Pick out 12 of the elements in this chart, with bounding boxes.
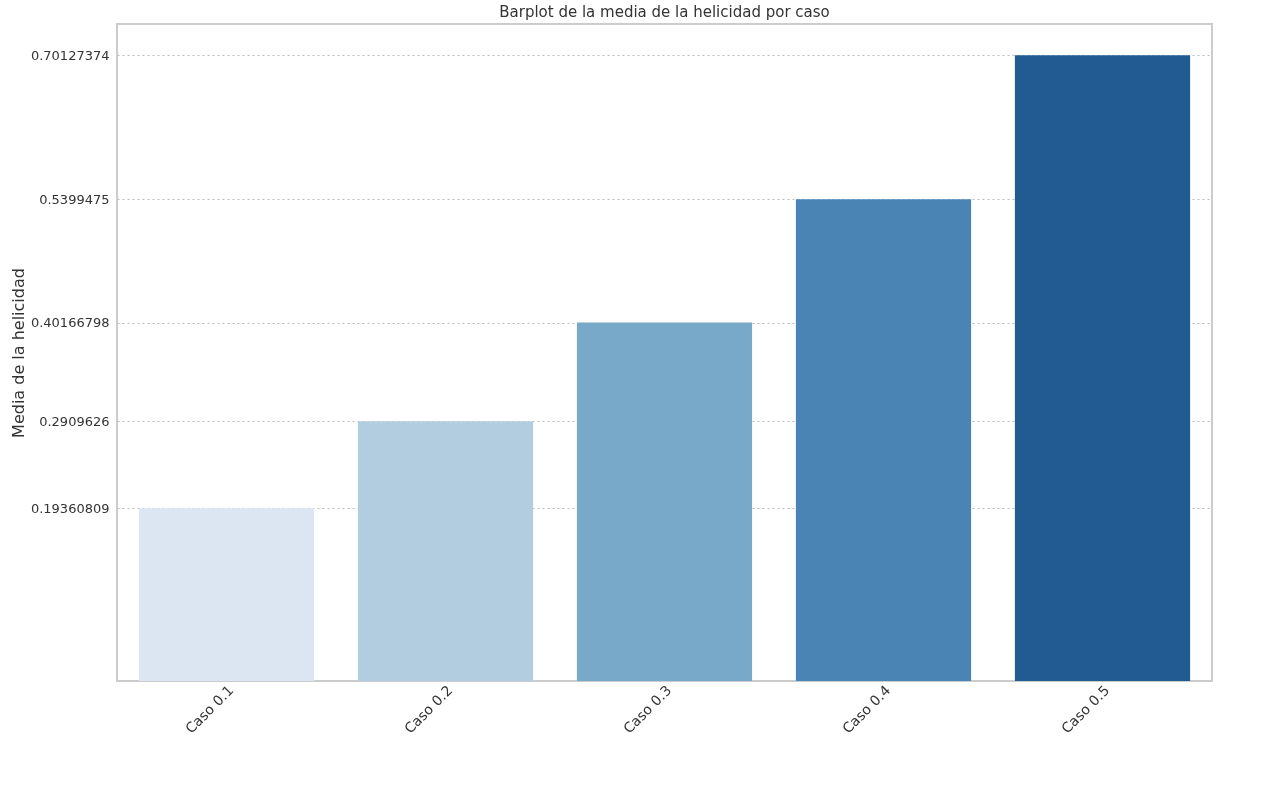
bar — [357, 421, 534, 681]
chart-title: Barplot de la media de la helicidad por caso — [499, 3, 830, 21]
y-tick-label: 0.19360809 — [30, 500, 110, 516]
y-axis-title: Media de la helicidad — [8, 268, 28, 438]
bar — [576, 322, 753, 681]
y-tick-label: 0.70127374 — [30, 47, 110, 63]
bar — [138, 508, 315, 681]
y-tick-label: 0.2909626 — [39, 413, 110, 429]
bar — [1014, 55, 1191, 681]
y-tick-label: 0.40166798 — [30, 315, 110, 331]
y-tick-label: 0.5399475 — [39, 191, 110, 207]
bar — [795, 199, 972, 681]
